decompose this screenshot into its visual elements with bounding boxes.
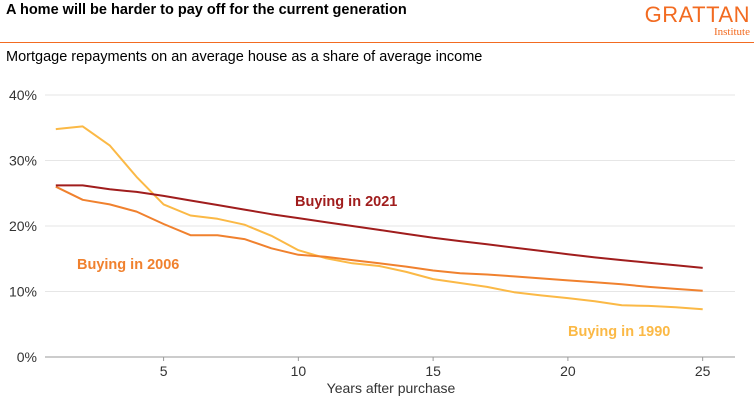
y-tick-label: 10% <box>9 284 37 300</box>
x-tick-label: 15 <box>425 363 441 379</box>
chart-title: A home will be harder to pay off for the… <box>6 2 407 18</box>
logo-subtext: Institute <box>713 26 750 38</box>
x-axis-label: Years after purchase <box>327 380 456 396</box>
x-axis-ticks: 5 10 15 20 25 <box>160 357 711 379</box>
logo-wordmark: GRATTAN <box>644 2 750 27</box>
y-tick-label: 20% <box>9 218 37 234</box>
series-line-2021 <box>55 184 703 269</box>
x-tick-label: 5 <box>160 363 168 379</box>
series-label-2021: Buying in 2021 <box>295 194 397 210</box>
y-tick-label: 0% <box>17 349 37 365</box>
chart-subtitle: Mortgage repayments on an average house … <box>6 49 483 65</box>
x-tick-label: 10 <box>291 363 307 379</box>
x-tick-label: 20 <box>560 363 576 379</box>
gridlines <box>45 94 735 292</box>
series-line-1990 <box>55 125 703 311</box>
series-lines <box>55 125 703 311</box>
y-tick-label: 40% <box>9 87 37 103</box>
series-label-2006: Buying in 2006 <box>77 257 179 273</box>
x-tick-label: 25 <box>695 363 711 379</box>
header-divider <box>0 42 754 43</box>
y-axis-ticks: 0% 10% 20% 30% 40% <box>9 87 37 365</box>
series-line-2006 <box>55 185 703 292</box>
grattan-logo: GRATTAN Institute <box>645 4 750 38</box>
y-tick-label: 30% <box>9 153 37 169</box>
series-label-1990: Buying in 1990 <box>568 324 670 340</box>
